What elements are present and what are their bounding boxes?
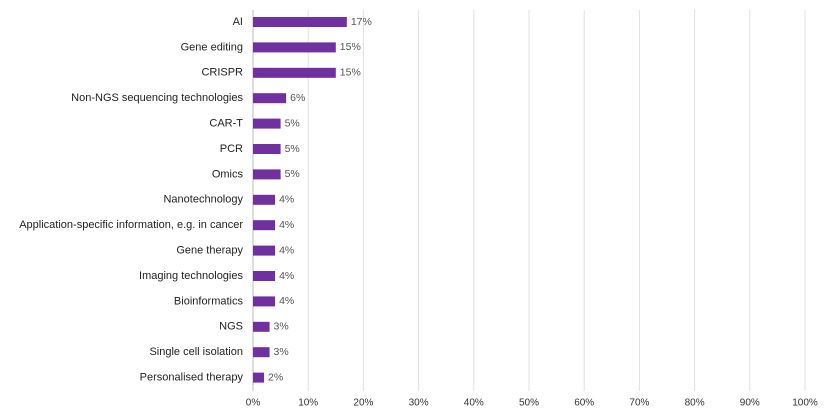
value-label: 4% <box>279 295 294 307</box>
y-tick-label: Bioinformatics <box>174 295 244 307</box>
y-tick-label: Gene therapy <box>176 245 243 257</box>
x-tick-label: 30% <box>409 398 429 409</box>
value-label: 3% <box>274 321 289 333</box>
bar <box>253 372 265 383</box>
y-tick-label: Non-NGS sequencing technologies <box>71 92 243 104</box>
value-label: 15% <box>340 67 361 79</box>
x-tick-label: 70% <box>629 398 649 409</box>
bar <box>253 144 281 154</box>
y-tick-label: NGS <box>219 321 243 333</box>
y-tick-label: PCR <box>220 143 243 155</box>
y-tick-label: Single cell isolation <box>149 346 243 358</box>
x-tick-label: 60% <box>574 398 594 409</box>
value-label: 3% <box>274 346 289 358</box>
value-label: 4% <box>279 270 294 282</box>
value-label: 2% <box>268 371 283 383</box>
bar <box>253 245 276 256</box>
value-label: 6% <box>290 92 305 104</box>
y-tick-label: Nanotechnology <box>163 194 243 206</box>
bar <box>253 220 276 231</box>
y-tick-label: CRISPR <box>201 67 243 79</box>
value-label: 4% <box>279 219 294 231</box>
x-tick-label: 20% <box>353 398 373 409</box>
value-label: 5% <box>285 143 300 155</box>
bar <box>253 271 276 281</box>
y-tick-label: Gene editing <box>181 41 243 53</box>
y-tick-label: CAR-T <box>209 118 243 130</box>
value-label: 15% <box>340 41 361 53</box>
value-label: 4% <box>279 194 294 206</box>
value-label: 5% <box>285 168 300 180</box>
x-tick-label: 10% <box>298 398 318 409</box>
y-tick-label: AI <box>233 16 243 28</box>
x-tick-label: 100% <box>792 398 818 409</box>
y-tick-label: Imaging technologies <box>139 270 243 282</box>
bar <box>253 42 336 53</box>
bar <box>253 296 276 307</box>
y-tick-label: Application-specific information, e.g. i… <box>19 219 243 231</box>
bar <box>253 67 336 78</box>
x-tick-label: 40% <box>464 398 484 409</box>
value-label: 5% <box>285 117 300 129</box>
bar <box>253 93 287 104</box>
x-tick-label: 50% <box>519 398 539 409</box>
x-tick-label: 90% <box>740 398 760 409</box>
bar <box>253 347 270 358</box>
bar <box>253 194 276 205</box>
y-tick-label: Omics <box>212 168 244 180</box>
bar <box>253 321 270 332</box>
x-tick-label: 80% <box>685 398 705 409</box>
x-tick-label: 0% <box>246 398 261 409</box>
bar <box>253 118 281 129</box>
value-label: 17% <box>351 16 372 28</box>
bar <box>253 169 281 180</box>
bar <box>253 17 347 27</box>
value-label: 4% <box>279 244 294 256</box>
y-tick-label: Personalised therapy <box>140 372 244 384</box>
